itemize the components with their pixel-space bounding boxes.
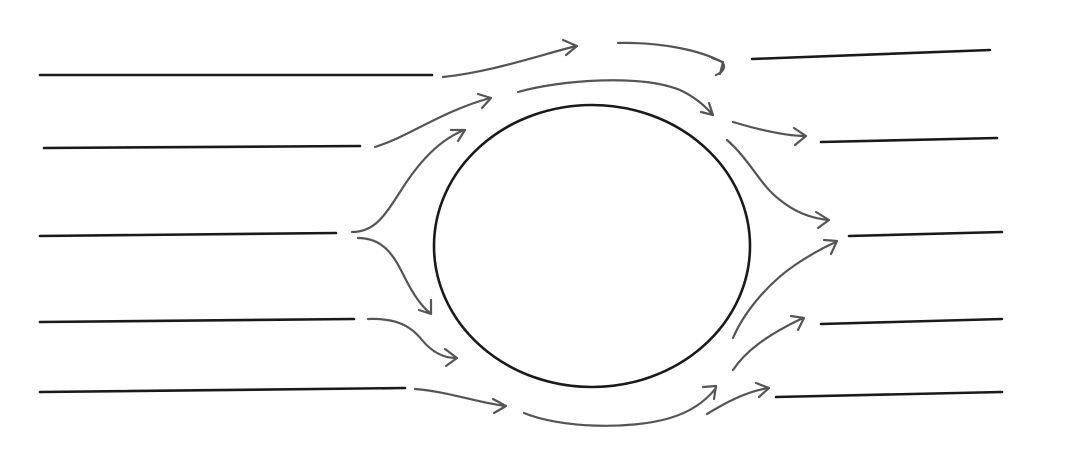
streamline-4-curve-b [731, 316, 805, 372]
streamline-3 [38, 128, 1004, 340]
arrow-icon [449, 128, 467, 143]
arrow-icon [491, 397, 508, 415]
streamline-3-outflow [847, 230, 1004, 238]
streamline-1 [38, 38, 992, 79]
arrow-icon [710, 56, 725, 76]
streamline-2-curve-a [373, 96, 492, 149]
arrow-icon [476, 92, 493, 110]
streamline-2-inflow [42, 144, 362, 150]
streamline-1-curve-b [616, 41, 726, 77]
arrow-icon [561, 38, 579, 57]
arrow-icon [792, 126, 808, 147]
streamline-5 [38, 381, 1004, 427]
streamline-3-inflow [38, 231, 338, 238]
streamline-4-inflow [38, 317, 356, 324]
arrow-icon [699, 101, 715, 117]
obstacle-circle [432, 103, 752, 389]
streamline-3-branch-lower [356, 236, 432, 315]
streamline-3-converge-lower [731, 240, 838, 340]
streamline-4-curve-a [366, 317, 458, 360]
streamline-5-curve-b [522, 386, 718, 427]
streamline-1-curve-a [441, 44, 578, 79]
streamline-5-curve-c [705, 386, 770, 416]
arrow-icon [443, 347, 459, 368]
streamline-4 [38, 314, 1004, 372]
arrow-icon [754, 381, 771, 399]
streamline-5-inflow [38, 386, 407, 394]
streamline-5-curve-a [413, 387, 507, 408]
streamline-3-branch-upper [350, 128, 466, 234]
arrow-icon [789, 314, 806, 332]
streamline-5-outflow [774, 390, 1004, 399]
arrow-icon [701, 384, 718, 401]
streamline-2-curve-b [516, 79, 714, 116]
streamline-2-outflow [819, 136, 999, 144]
arrow-icon [417, 298, 433, 316]
arrow-icon [814, 210, 831, 230]
streamline-2-curve-c [731, 120, 807, 138]
streamline-3-converge-upper [725, 138, 830, 222]
streamline-2 [42, 79, 999, 150]
arrow-icon [822, 238, 839, 256]
streamline-1-outflow [750, 48, 992, 61]
streamline-4-outflow [819, 317, 1004, 326]
